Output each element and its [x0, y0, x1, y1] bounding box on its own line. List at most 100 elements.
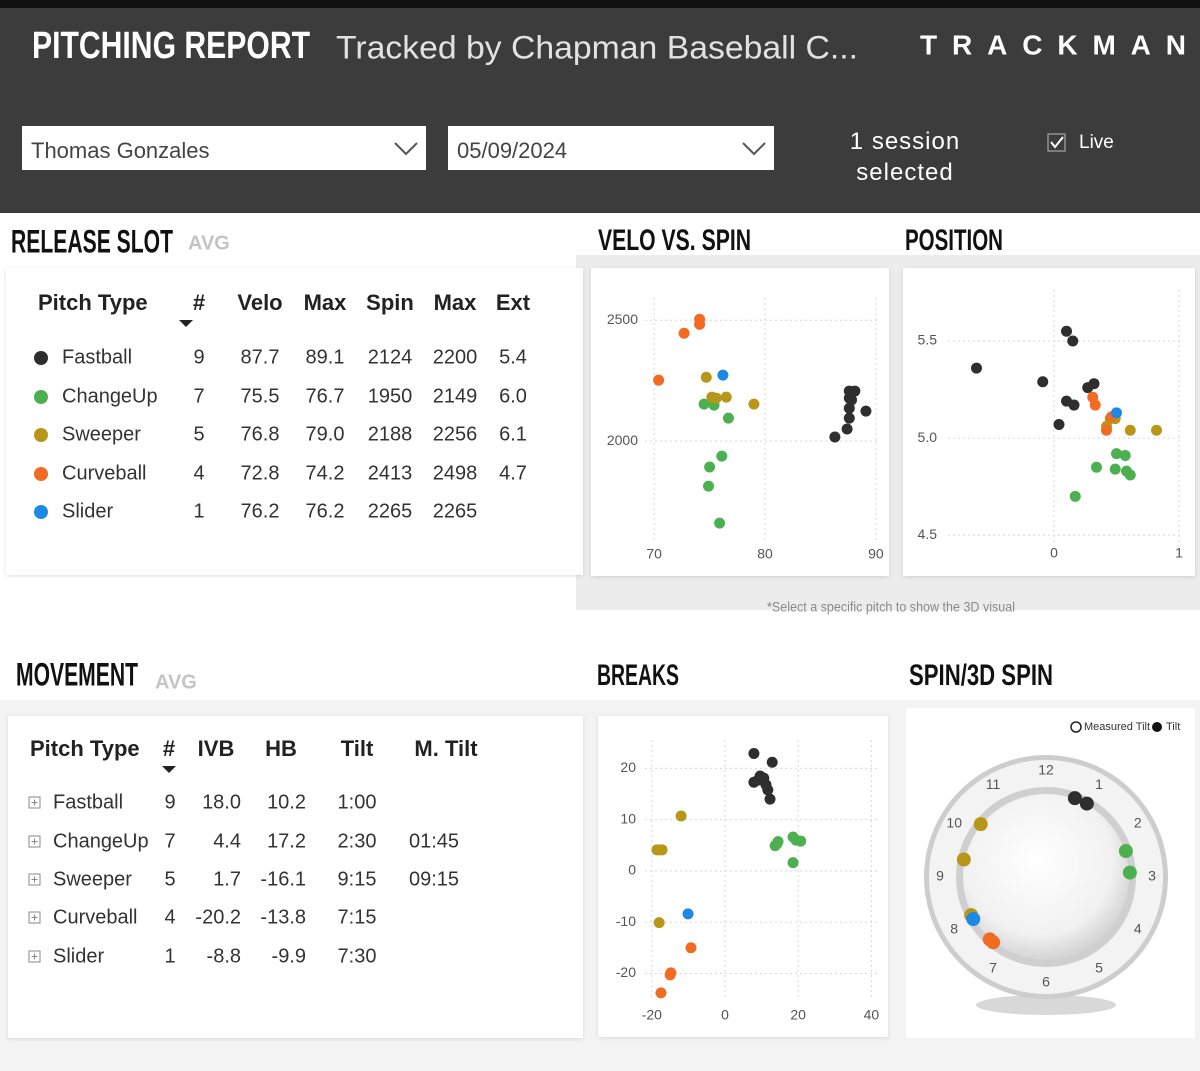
column-header: # [163, 736, 175, 761]
x-tick-label: 20 [790, 1007, 806, 1023]
tilt-point [982, 932, 997, 947]
legend-dot [34, 505, 48, 519]
point [771, 838, 783, 850]
expand-icon-plus [31, 799, 38, 806]
pitch-name: ChangeUp [62, 385, 158, 407]
y-tick-label: 0 [628, 862, 636, 878]
expand-icon [28, 873, 41, 886]
legend-dot [34, 390, 48, 404]
point [1068, 399, 1080, 411]
pitch-name: Fastball [62, 346, 132, 368]
pitcher-dropdown[interactable]: Thomas Gonzales [22, 126, 426, 170]
table-cell: -8.8 [207, 945, 241, 967]
x-tick-label: 70 [646, 546, 662, 562]
table-cell: 5 [193, 423, 204, 445]
point [722, 412, 734, 424]
expand-icon [28, 950, 41, 963]
hour-label: 10 [946, 815, 962, 831]
column-header: # [193, 290, 205, 315]
y-tick-label: 4.5 [918, 526, 938, 542]
table-cell: 2149 [433, 385, 478, 407]
table-cell: 79.0 [306, 423, 345, 445]
breaks-panel [598, 716, 888, 1037]
point [1061, 325, 1072, 337]
table-cell: 1.7 [213, 868, 241, 890]
legend-label: Measured Tilt [1084, 721, 1150, 733]
point [1091, 461, 1102, 473]
x-tick-label: 1 [1175, 545, 1183, 561]
point [700, 371, 712, 383]
y-tick-label: 2500 [607, 311, 638, 327]
point [748, 398, 760, 410]
table-cell: 4 [164, 906, 175, 928]
table-cell: 76.7 [306, 385, 345, 407]
point [653, 374, 665, 386]
y-tick-label: 10 [620, 810, 636, 826]
table-cell: 17.2 [267, 830, 306, 852]
point [1088, 378, 1100, 390]
tilt-point [1118, 844, 1133, 859]
header-bar [0, 8, 1200, 213]
expand-icon [28, 835, 41, 848]
pitch-name: Sweeper [62, 423, 141, 445]
column-header: Pitch Type [38, 290, 148, 315]
column-header: Velo [237, 290, 282, 315]
legend-dot [34, 428, 48, 442]
hour-label: 6 [1042, 974, 1050, 990]
expand-icon-plus [31, 876, 38, 883]
hour-label: 9 [936, 868, 944, 884]
legend-label: Tilt [1166, 721, 1180, 733]
checkbox-label: Live [1079, 132, 1114, 153]
y-tick-label: -20 [616, 964, 636, 980]
table-cell: 5 [164, 868, 175, 890]
column-header: IVB [198, 736, 235, 761]
pitch-name: ChangeUp [53, 830, 149, 852]
point [1124, 424, 1136, 436]
dropdown-value: 05/09/2024 [457, 138, 567, 163]
table-cell: 76.8 [241, 423, 280, 445]
point [682, 908, 694, 920]
table-cell: 2188 [368, 423, 413, 445]
point [1089, 399, 1101, 411]
table-cell: 7:15 [338, 906, 377, 928]
point [860, 405, 872, 417]
point [843, 412, 855, 424]
point [1067, 335, 1079, 347]
x-tick-label: 80 [757, 546, 773, 562]
table-cell: 5.4 [499, 346, 527, 368]
table-cell: 9 [193, 346, 204, 368]
hour-label: 4 [1134, 921, 1142, 937]
tilt-point [956, 852, 971, 867]
expand-icon-plus [31, 838, 38, 845]
tilt-point [966, 912, 981, 926]
dropdown-value: Thomas Gonzales [31, 138, 210, 163]
point [1111, 407, 1122, 419]
expand-icon-plus [31, 953, 38, 960]
table-cell: 1 [193, 500, 204, 522]
table-cell: 87.7 [241, 346, 280, 368]
table-cell: 2:30 [338, 830, 377, 852]
pitch-name: Fastball [53, 791, 123, 813]
report-subtitle: Tracked by Chapman Baseball C... [336, 29, 858, 65]
chart-title: BREAKS [597, 659, 679, 692]
column-header: Ext [496, 290, 531, 315]
point [717, 369, 729, 381]
column-header: M. Tilt [414, 736, 478, 761]
point [766, 756, 778, 768]
checkbox [1047, 133, 1066, 152]
point [704, 461, 716, 473]
table-cell: -13.8 [260, 906, 306, 928]
legend-marker [1070, 721, 1082, 733]
dropdown-box [22, 126, 426, 170]
y-tick-label: -10 [616, 913, 636, 929]
y-tick-label: 5.5 [918, 332, 938, 348]
point [787, 857, 799, 869]
note: *Select a specific pitch to show the 3D … [767, 599, 1015, 615]
point [1151, 424, 1162, 436]
x-tick-label: 90 [868, 546, 884, 562]
point [1119, 450, 1131, 462]
ball [963, 794, 1129, 960]
live-checkbox[interactable]: Live [1047, 132, 1114, 153]
date-dropdown[interactable]: 05/09/2024 [448, 126, 774, 170]
